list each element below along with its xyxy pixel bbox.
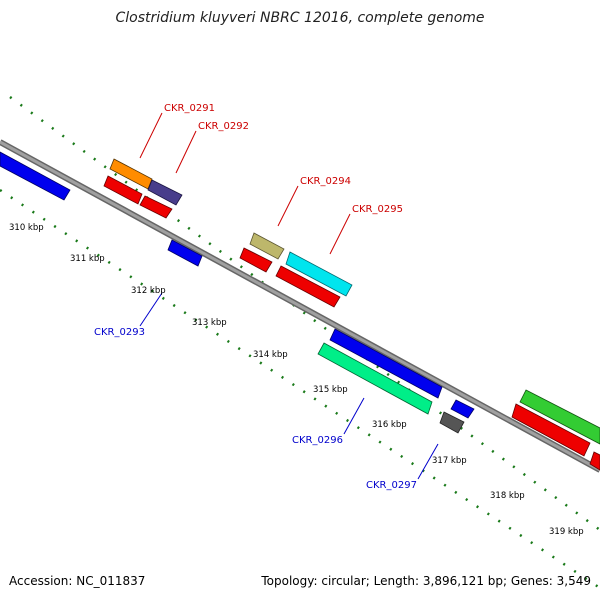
gene-arrow-CKR_0294	[249, 232, 285, 260]
tick-label: 314 kbp	[253, 350, 288, 360]
gene-arrow-CKR_0295	[285, 251, 353, 297]
tick-label: 311 kbp	[70, 254, 105, 264]
feature-red-right	[511, 403, 591, 457]
gene-label-CKR_0293: CKR_0293	[94, 327, 145, 338]
tick-label: 313 kbp	[192, 318, 227, 328]
gene-arrows	[109, 158, 465, 434]
gene-arrow-CKR_0293	[167, 239, 203, 267]
tick-labels: 310 kbp 311 kbp 312 kbp 313 kbp 314 kbp …	[9, 223, 584, 537]
gene-arrow-CKR_0297	[439, 411, 465, 434]
feature-red-2	[139, 195, 173, 219]
tick-label: 315 kbp	[313, 385, 348, 395]
feature-red-4	[275, 265, 341, 308]
gene-label-CKR_0291: CKR_0291	[164, 103, 215, 114]
tick-label: 319 kbp	[549, 527, 584, 537]
outer-tick-guide	[9, 95, 600, 532]
feature-green-right	[519, 389, 600, 445]
feature-blue-mid	[329, 328, 443, 399]
gene-label-CKR_0297: CKR_0297	[366, 480, 417, 491]
inner-tick-guide	[0, 188, 600, 590]
tick-label: 310 kbp	[9, 223, 44, 233]
genome-title: Clostridium kluyveri NBRC 12016, complet…	[115, 10, 485, 26]
label-leaders	[139, 112, 439, 480]
gene-labels: CKR_0291 CKR_0292 CKR_0294 CKR_0295 CKR_…	[94, 103, 417, 491]
gene-arrow-CKR_0292	[147, 179, 183, 206]
feature-blue-small	[450, 399, 475, 419]
gene-label-CKR_0294: CKR_0294	[300, 176, 351, 187]
tick-label: 318 kbp	[490, 491, 525, 501]
tick-label: 316 kbp	[372, 420, 407, 430]
tick-label: 312 kbp	[131, 286, 166, 296]
feature-red-edge	[589, 451, 600, 471]
gene-label-CKR_0295: CKR_0295	[352, 204, 403, 215]
tick-label: 317 kbp	[432, 456, 467, 466]
genome-backbone	[0, 139, 600, 473]
genome-stats-text: Topology: circular; Length: 3,896,121 bp…	[261, 574, 591, 588]
feature-red-1	[103, 175, 143, 205]
gene-label-CKR_0292: CKR_0292	[198, 121, 249, 132]
accession-text: Accession: NC_011837	[9, 574, 146, 588]
gene-label-CKR_0296: CKR_0296	[292, 435, 343, 446]
unlabeled-features	[0, 151, 600, 471]
feature-blue-left	[0, 151, 71, 201]
feature-red-3	[239, 247, 273, 273]
gene-arrow-CKR_0296	[317, 342, 433, 415]
